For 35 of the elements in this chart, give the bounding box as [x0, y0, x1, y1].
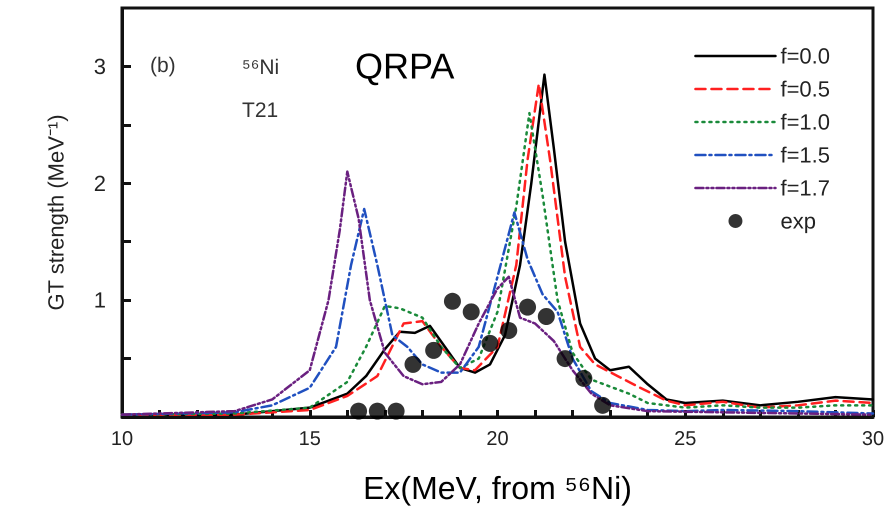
point [444, 292, 461, 310]
legend-label: exp [780, 208, 816, 234]
point [538, 308, 555, 325]
y-tick-label: 3 [94, 54, 106, 79]
point [556, 350, 574, 368]
y-axis-title: GT strength (MeV⁻¹) [44, 114, 68, 311]
annotation: QRPA [355, 46, 454, 86]
y-tick-label: 2 [94, 170, 106, 196]
legend-label: f=1.0 [780, 110, 830, 134]
x-tick-label: 25 [674, 428, 696, 450]
y-tick-label: 1 [94, 288, 106, 313]
point [404, 356, 422, 373]
legend-label: f=0.0 [780, 44, 830, 68]
legend-label: f=1.5 [780, 142, 830, 168]
x-tick-label: 30 [862, 428, 884, 450]
legend-label: f=0.5 [780, 76, 830, 102]
line-series [120, 170, 874, 416]
annotation: T21 [242, 99, 278, 122]
point [519, 298, 536, 316]
point [594, 396, 612, 414]
point [500, 322, 518, 340]
legend-label: f=1.7 [780, 176, 830, 200]
point [350, 402, 368, 420]
annotation: ⁵⁶Ni [242, 56, 280, 79]
point [462, 303, 480, 320]
x-tick-label: 15 [298, 428, 321, 450]
point [388, 402, 405, 420]
point [425, 342, 442, 359]
point [482, 334, 498, 352]
point [575, 370, 592, 387]
x-tick-label: 20 [486, 428, 509, 450]
point [368, 402, 386, 420]
annotation: (b) [150, 54, 176, 77]
x-tick-label: 10 [110, 428, 134, 450]
x-axis-title: Ex(MeV, from ⁵⁶Ni) [363, 470, 632, 506]
